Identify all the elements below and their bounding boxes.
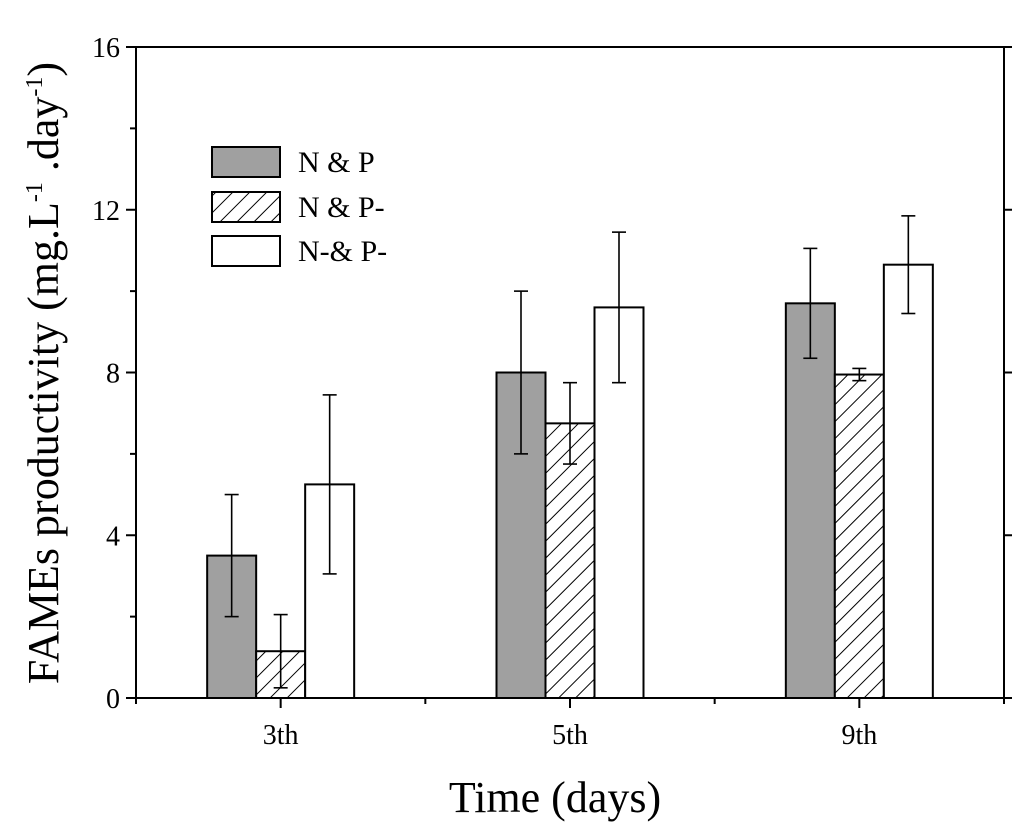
legend: N & P N & P- N-& P- [211, 146, 387, 268]
x-axis: 3th 5th 9th [135, 698, 1005, 751]
legend-swatch-n-minus-p-minus [211, 235, 281, 267]
y-tick-label: 12 [92, 196, 120, 227]
legend-label-n-p: N & P [298, 146, 375, 179]
legend-swatch-n-p-minus [211, 191, 281, 223]
legend-label-n-minus-p-minus: N-& P- [298, 235, 387, 268]
bar [784, 302, 836, 699]
x-tick-label: 9th [841, 720, 877, 751]
y-tick-label: 0 [106, 684, 120, 715]
y-tick-label: 4 [106, 521, 120, 552]
y-tick-label: 16 [92, 33, 120, 64]
x-tick-label: 5th [552, 720, 588, 751]
y-axis-title: FAMEs productivity (mg.L-1 .day-1) [19, 62, 68, 684]
y-title-end: ) [19, 62, 68, 77]
x-tick-label: 3th [263, 720, 299, 751]
y-title-sup1: -1 [22, 182, 48, 202]
y-title-main: FAMEs productivity (mg.L [19, 202, 68, 684]
legend-swatch-n-p [211, 146, 281, 178]
y-tick-label: 8 [106, 359, 120, 390]
bar [882, 263, 934, 699]
error-bars-group [224, 215, 916, 689]
y-axis: 0 4 8 12 16 [92, 33, 1012, 715]
bar [833, 373, 885, 699]
x-axis-title: Time (days) [449, 773, 661, 822]
legend-label-n-p-minus: N & P- [298, 191, 385, 224]
bar [544, 422, 596, 699]
y-title-mid: .day [19, 97, 68, 183]
bars-group [206, 263, 934, 699]
y-title-sup2: -1 [22, 77, 48, 97]
